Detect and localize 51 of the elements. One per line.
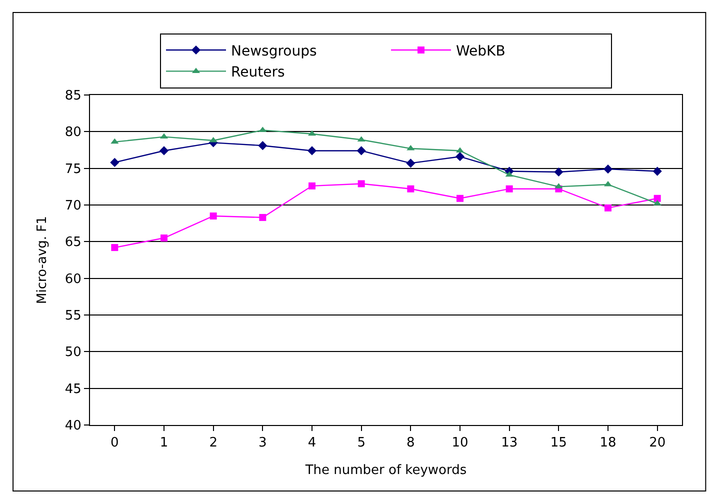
x-tick-label: 4 — [308, 436, 316, 451]
point — [356, 146, 366, 156]
point — [654, 194, 661, 202]
y-tick-label: 55 — [64, 308, 82, 324]
point — [110, 158, 120, 168]
y-tick-label: 85 — [64, 88, 82, 104]
point — [308, 182, 316, 190]
legend-label: WebKB — [456, 43, 506, 60]
point — [506, 185, 513, 192]
x-tick-label: 18 — [600, 436, 616, 451]
point — [209, 136, 218, 142]
point — [258, 141, 268, 150]
y-tick-label: 45 — [64, 382, 82, 397]
x-tick-label: 15 — [550, 436, 567, 451]
point — [307, 146, 317, 156]
x-tick-label: 20 — [649, 436, 666, 451]
point — [554, 167, 564, 177]
x-tick-label: 5 — [357, 436, 366, 451]
y-tick-label: 80 — [64, 125, 82, 140]
point — [110, 138, 119, 144]
point — [456, 194, 464, 202]
y-tick-label: 70 — [64, 198, 82, 214]
point — [111, 244, 118, 252]
x-tick-label: 13 — [501, 436, 518, 451]
y-tick-label: 60 — [64, 272, 82, 287]
y-tick-label: 65 — [64, 235, 82, 250]
point — [259, 214, 266, 221]
y-tick-label: 75 — [64, 162, 82, 177]
point — [210, 212, 217, 220]
point — [159, 146, 169, 156]
x-tick-label: 8 — [406, 436, 415, 451]
point — [603, 164, 613, 174]
point — [505, 171, 514, 177]
point — [406, 158, 416, 168]
y-tick-label: 50 — [64, 345, 82, 360]
y-tick-label: 40 — [64, 418, 82, 434]
y-axis-title: Micro-avg. F1 — [34, 216, 50, 304]
legend-label: Reuters — [231, 64, 285, 81]
point — [407, 185, 414, 192]
legend-label: Newsgroups — [231, 43, 317, 60]
point — [358, 180, 365, 188]
x-tick-label: 1 — [160, 436, 168, 451]
point — [455, 152, 465, 162]
x-tick-label: 2 — [209, 436, 218, 451]
x-tick-label: 10 — [452, 436, 468, 451]
point — [160, 234, 168, 242]
x-axis-title: The number of keywords — [304, 463, 467, 478]
x-tick-label: 3 — [258, 436, 267, 451]
point — [604, 204, 612, 212]
point — [652, 166, 662, 176]
x-tick-label: 0 — [110, 436, 119, 451]
